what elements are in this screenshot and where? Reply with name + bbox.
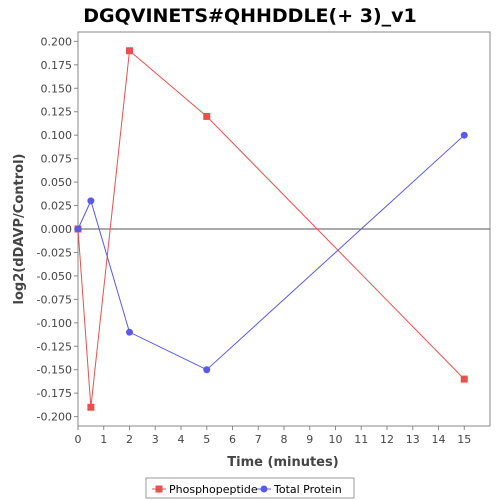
x-tick-label: 0 bbox=[75, 433, 82, 446]
x-tick-label: 2 bbox=[126, 433, 133, 446]
x-tick-label: 4 bbox=[178, 433, 185, 446]
y-tick-label: 0.125 bbox=[41, 106, 73, 119]
legend: Phosphopeptide Total Protein bbox=[145, 477, 355, 499]
y-tick-label: 0.025 bbox=[41, 200, 73, 213]
chart-title: DGQVINETS#QHHDDLE(+ 3)_v1 bbox=[83, 5, 417, 27]
data-point bbox=[203, 366, 211, 374]
x-tick-label: 1 bbox=[100, 433, 107, 446]
y-tick-label: 0.075 bbox=[41, 153, 73, 166]
y-tick-label: 0.100 bbox=[41, 129, 73, 142]
x-tick-label: 14 bbox=[432, 433, 446, 446]
data-point bbox=[126, 47, 133, 55]
data-point bbox=[460, 375, 468, 383]
legend-item-phosphopeptide: Phosphopeptide bbox=[152, 483, 258, 496]
x-tick-label: 13 bbox=[406, 433, 420, 446]
y-tick-label: -0.050 bbox=[37, 270, 72, 283]
data-point bbox=[74, 225, 82, 233]
x-tick-label: 8 bbox=[281, 433, 288, 446]
y-tick-label: 0.200 bbox=[41, 35, 73, 48]
y-tick-label: -0.075 bbox=[37, 293, 72, 306]
y-tick-label: 0.175 bbox=[41, 59, 73, 72]
y-tick-label: -0.175 bbox=[37, 387, 72, 400]
x-tick-label: 3 bbox=[152, 433, 159, 446]
legend-label: Phosphopeptide bbox=[169, 483, 258, 496]
legend-box bbox=[145, 477, 355, 499]
y-tick-label: 0.150 bbox=[41, 82, 73, 95]
y-tick-label: -0.100 bbox=[37, 317, 72, 330]
data-point bbox=[460, 131, 468, 139]
legend-swatch-marker bbox=[260, 485, 268, 493]
legend-item-total-protein: Total Protein bbox=[257, 483, 342, 496]
x-tick-label: 7 bbox=[255, 433, 262, 446]
y-tick-label: -0.125 bbox=[37, 340, 72, 353]
series-total-protein bbox=[74, 131, 468, 374]
legend-swatch-marker bbox=[155, 485, 163, 493]
x-axis: 0 1 2 3 4 5 6 7 8 9 10 11 12 13 14 15 bbox=[75, 426, 471, 446]
y-tick-label: 0.000 bbox=[41, 223, 73, 236]
legend-label: Total Protein bbox=[273, 483, 342, 496]
x-tick-label: 9 bbox=[306, 433, 313, 446]
x-tick-label: 5 bbox=[203, 433, 210, 446]
y-tick-label: -0.200 bbox=[37, 411, 72, 424]
data-point bbox=[87, 197, 95, 205]
x-tick-label: 12 bbox=[380, 433, 394, 446]
data-point bbox=[87, 403, 95, 411]
y-tick-label: -0.150 bbox=[37, 364, 72, 377]
x-tick-label: 10 bbox=[329, 433, 343, 446]
y-axis: 0.200 0.175 0.150 0.125 0.100 0.075 0.050 0.025… bbox=[37, 35, 78, 424]
series-layer bbox=[74, 47, 468, 411]
y-tick-label: -0.025 bbox=[37, 246, 72, 259]
y-tick-label: 0.050 bbox=[41, 176, 73, 189]
data-point bbox=[203, 112, 211, 120]
x-tick-label: 15 bbox=[457, 433, 471, 446]
x-tick-label: 11 bbox=[354, 433, 368, 446]
y-axis-label: log2(dDAVP/Control) bbox=[12, 154, 27, 305]
data-point bbox=[126, 328, 133, 336]
x-axis-label: Time (minutes) bbox=[227, 455, 338, 470]
x-tick-label: 6 bbox=[229, 433, 236, 446]
